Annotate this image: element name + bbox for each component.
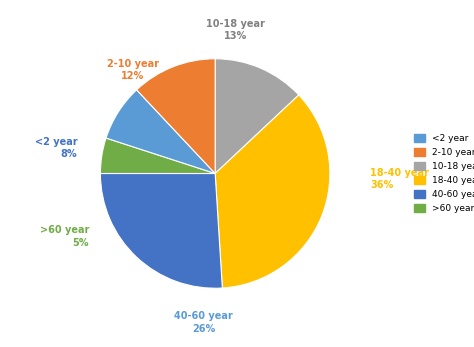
Text: 40-60 year
26%: 40-60 year 26% (174, 312, 233, 334)
Wedge shape (106, 90, 215, 174)
Wedge shape (215, 95, 330, 288)
Wedge shape (100, 138, 215, 174)
Text: 2-10 year
12%: 2-10 year 12% (107, 59, 158, 82)
Wedge shape (100, 174, 222, 288)
Text: >60 year
5%: >60 year 5% (39, 226, 89, 248)
Legend: <2 year, 2-10 year, 10-18 year, 18-40 year, 40-60 year, >60 year: <2 year, 2-10 year, 10-18 year, 18-40 ye… (410, 130, 474, 217)
Wedge shape (137, 59, 215, 174)
Text: 10-18 year
13%: 10-18 year 13% (206, 19, 265, 41)
Text: 18-40 year
36%: 18-40 year 36% (370, 168, 429, 191)
Wedge shape (215, 59, 299, 174)
Text: <2 year
8%: <2 year 8% (35, 137, 77, 160)
